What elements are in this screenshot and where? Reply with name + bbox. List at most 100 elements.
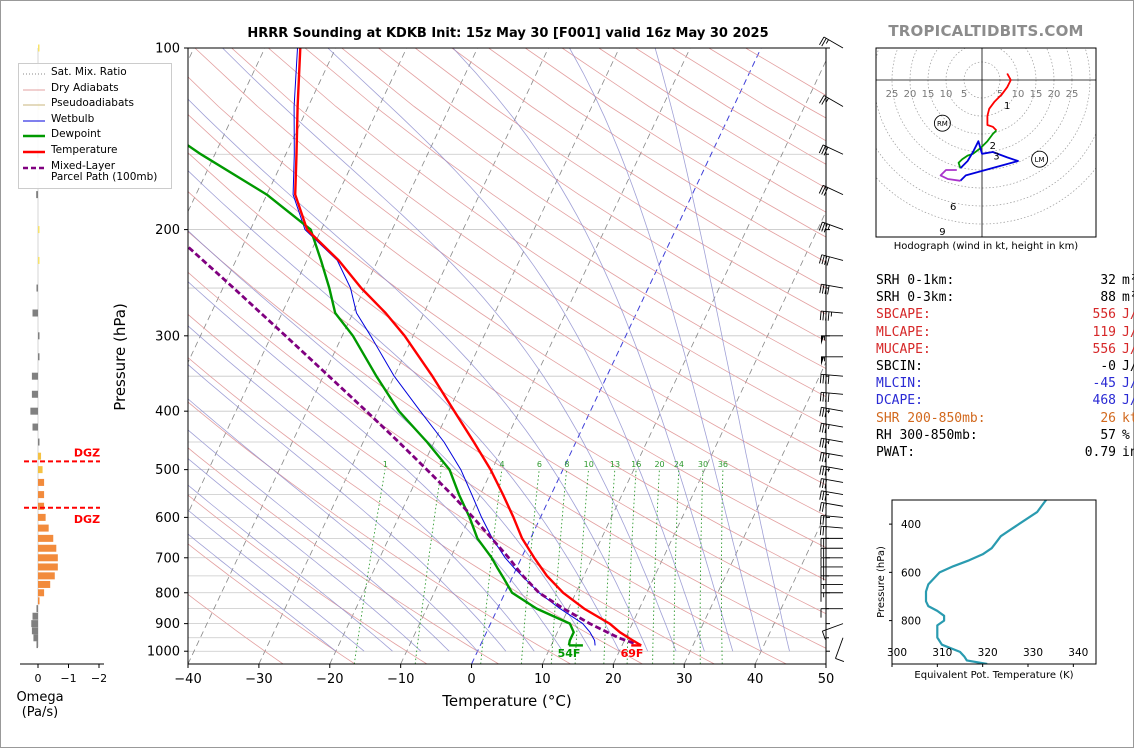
thetae-area [924,500,1047,664]
stat-row: MLCAPE: 119 J/kg [876,324,1134,341]
wind-barb [819,465,844,476]
thetae-x-tick-label: 300 [887,647,907,659]
dry-adiabat [194,48,826,486]
mixing-ratio-line [520,469,540,664]
mixing-ratio-label: 4 [500,460,505,469]
moist-adiabat [188,533,337,652]
wind-barb-flag [821,335,825,345]
y-tick-label: 600 [155,511,180,526]
legend-label: Sat. Mix. Ratio [51,66,127,78]
hodo-frame [875,47,1097,238]
wind-barb-feather [835,658,845,662]
thetae-x-tick-label: 320 [978,647,998,659]
stat-label: SBCAPE: [876,307,931,323]
omega-bar [38,332,40,340]
chart-title: HRRR Sounding at KDKB Init: 15z May 30 [… [247,26,769,41]
moist-adiabat [327,48,705,652]
stat-value: 57 [1100,427,1116,443]
thetae-y-tick-label: 800 [901,616,921,628]
dewpoint-line [188,143,575,646]
wind-barb-feather [821,502,825,512]
wind-barb [820,592,843,602]
stat-row: SRH 0-3km: 88 m²s⁻² [876,289,1134,306]
omega-bar [38,452,42,460]
temperature-line [294,48,642,647]
wind-barb [820,537,843,548]
stat-value: 32 [1100,273,1116,288]
omega-bar [38,563,58,571]
hodo-trace [939,169,961,182]
x-tick-label: −20 [316,672,343,687]
legend-label: Mixed-Layer Parcel Path (100mb) [51,159,158,183]
wind-barb-staff [821,525,844,529]
legend: Sat. Mix. Ratio Dry Adiabats Pseudoadiabat… [18,63,172,189]
omega-bar [38,256,40,264]
dry-adiabat [188,447,499,664]
x-tick-label: 20 [605,672,622,687]
hodo-trace [957,129,998,169]
stat-unit: % [1122,427,1130,443]
skewt-frame [187,47,827,665]
brand-watermark: TROPICALTIDBITS.COM [888,22,1084,40]
wind-barb-staff [821,437,844,443]
parcel-path-line [188,244,635,645]
wind-barb-feather [819,452,822,462]
wind-barb-feather [827,392,830,403]
legend-item-parcel: Mixed-Layer Parcel Path (100mb) [19,159,158,183]
hodo-ring-label: 15 [1030,89,1043,100]
omega-bar [38,572,55,580]
hodo-ring-label: 20 [904,89,917,100]
stat-unit: J/kg [1122,359,1134,375]
legend-item-dewpoint: Dewpoint [19,129,101,141]
mixing-ratio-label: 30 [698,460,708,469]
omega-bar [38,478,45,486]
moist-adiabat [188,509,365,652]
hodo-height-label: 9 [939,227,945,238]
hodo-ring-label: 5 [997,89,1003,100]
dry-adiabat [188,191,826,615]
omega-x-tick-label: 0 [35,672,42,685]
omega-bar [31,372,38,380]
stat-label: SRH 0-1km: [876,273,955,288]
thetae-y-label: Pressure (hPa) [876,546,887,618]
hodo-height-label: 3 [993,152,999,163]
wind-barb-feather [818,185,824,194]
wind-barb-feather [825,374,827,384]
wind-barb-half [827,224,831,230]
wind-barb-feather [821,186,826,195]
dry-adiabat [188,313,715,664]
wind-barb-staff [821,490,844,496]
stat-row: SRH 0-1km: 32 m²s⁻² [876,272,1134,289]
thetae-x-tick-label: 330 [1023,647,1043,659]
dry-adiabat [188,114,826,549]
wind-barb-feather [821,478,825,488]
wetbulb-line [292,48,596,646]
wind-barb-staff [821,515,844,518]
omega-bar [36,641,38,649]
omega-bar [31,627,38,635]
omega-bar [38,589,45,597]
wind-barb [819,95,844,107]
moist-adiabat [188,364,507,652]
dgz-label: DGZ [74,446,100,459]
legend-swatch [23,104,45,106]
legend-swatch [23,120,45,122]
y-tick-label: 400 [155,405,180,420]
stat-value: -45 [1092,376,1116,392]
isotherm [754,512,826,664]
x-tick-label: 10 [534,672,551,687]
stat-unit: J/kg [1122,376,1134,392]
legend-item-satmix: Sat. Mix. Ratio [19,67,127,79]
wind-barb-feather [823,223,828,233]
stat-label: MLCAPE: [876,324,931,340]
legend-label: Dry Adiabats [51,81,119,94]
omega-bar [30,407,38,415]
wind-barb-feather [824,255,828,265]
stat-label: PWAT: [876,445,916,461]
wind-barb [819,451,844,463]
wind-barb [819,437,844,449]
mixing-ratio-line [480,469,503,664]
mixing-ratio-label: 2 [439,460,444,469]
